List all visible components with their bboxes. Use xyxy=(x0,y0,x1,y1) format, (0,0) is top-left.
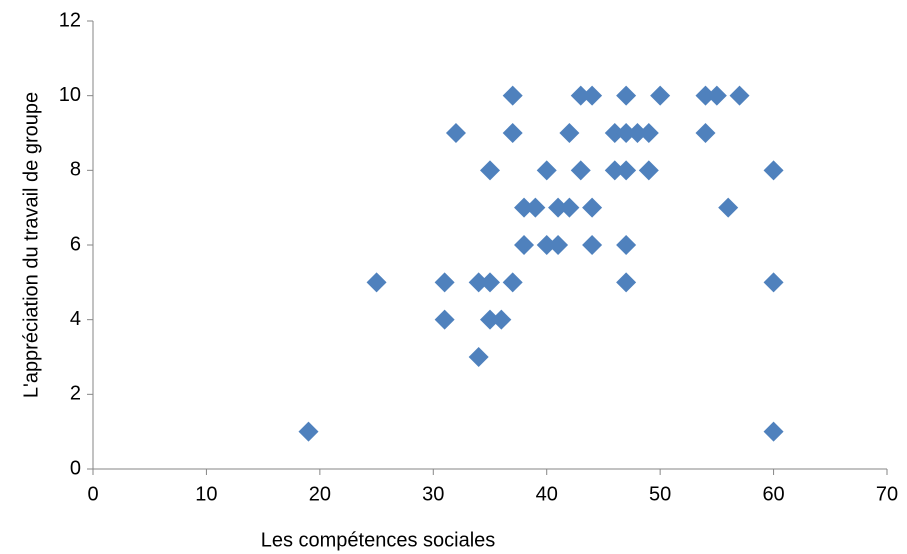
point xyxy=(570,85,591,106)
point xyxy=(548,197,569,218)
point xyxy=(616,160,637,181)
point xyxy=(616,272,637,293)
x-tick-label: 20 xyxy=(309,483,331,505)
x-tick-label: 70 xyxy=(876,483,898,505)
point xyxy=(604,160,625,181)
point xyxy=(638,160,659,181)
point xyxy=(582,235,603,255)
x-tick-label: 60 xyxy=(762,483,784,505)
point xyxy=(480,160,500,181)
y-tick-label: 0 xyxy=(70,457,81,479)
point xyxy=(468,272,489,293)
x-tick-label: 0 xyxy=(87,483,98,505)
point xyxy=(604,123,625,143)
point xyxy=(514,197,535,218)
point xyxy=(434,272,455,293)
point xyxy=(559,123,580,143)
x-tick-label: 40 xyxy=(536,483,558,505)
point xyxy=(695,123,716,143)
point xyxy=(582,197,603,218)
point xyxy=(616,235,637,255)
point xyxy=(729,85,750,106)
point xyxy=(548,235,569,255)
y-tick-label: 10 xyxy=(59,84,81,106)
point xyxy=(502,272,523,293)
point xyxy=(570,160,591,181)
point xyxy=(298,421,319,442)
point xyxy=(650,85,671,106)
point xyxy=(480,309,500,330)
point xyxy=(627,123,648,143)
y-tick-label: 6 xyxy=(70,233,81,255)
point xyxy=(616,85,637,106)
point xyxy=(366,272,387,293)
point xyxy=(434,309,455,330)
point xyxy=(616,123,637,143)
point xyxy=(514,235,535,255)
point xyxy=(502,85,523,106)
point xyxy=(763,160,784,181)
point xyxy=(480,272,500,293)
point xyxy=(502,123,523,143)
point xyxy=(582,85,603,106)
point xyxy=(695,85,716,106)
point xyxy=(491,309,512,330)
point xyxy=(763,272,784,293)
point xyxy=(638,123,659,143)
y-axis-label: L'appréciation du travail de groupe xyxy=(20,92,42,398)
point xyxy=(706,85,727,106)
y-tick-label: 4 xyxy=(70,308,81,330)
point xyxy=(468,347,489,367)
x-tick-label: 50 xyxy=(649,483,671,505)
y-tick-label: 12 xyxy=(59,9,81,31)
point xyxy=(525,197,546,218)
y-tick-label: 2 xyxy=(70,383,81,405)
point xyxy=(763,421,784,442)
point xyxy=(559,197,580,218)
point xyxy=(536,160,557,181)
point xyxy=(445,123,466,143)
x-axis-label: Les compétences sociales xyxy=(261,529,496,551)
point xyxy=(536,235,557,255)
point xyxy=(718,197,739,218)
x-tick-label: 10 xyxy=(195,483,217,505)
y-tick-label: 8 xyxy=(70,159,81,181)
x-tick-label: 30 xyxy=(422,483,444,505)
